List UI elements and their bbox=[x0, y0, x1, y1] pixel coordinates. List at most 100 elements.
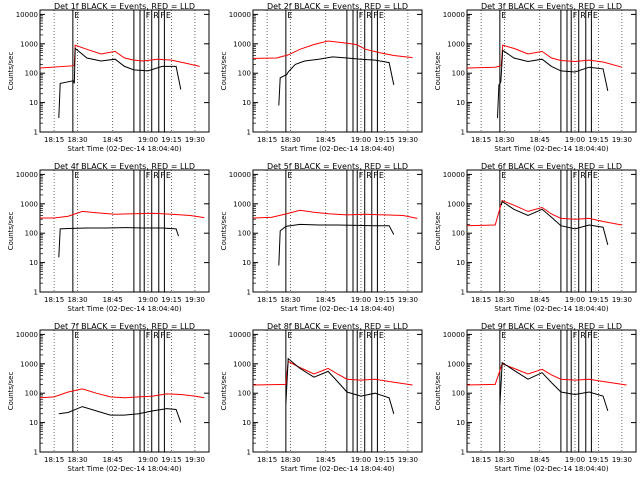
x-tick-label: 18:15 bbox=[471, 456, 491, 464]
flag-letter: R bbox=[153, 11, 159, 20]
x-axis-label: Start Time (02-Dec-14 18:04:40) bbox=[494, 465, 608, 473]
x-axis-label: Start Time (02-Dec-14 18:04:40) bbox=[494, 305, 608, 313]
y-axis-label: Counts/sec bbox=[7, 372, 15, 411]
x-tick-label: 19:15 bbox=[588, 456, 608, 464]
x-tick-label: 18:30 bbox=[494, 296, 514, 304]
series-lld bbox=[252, 40, 413, 59]
flag-letter: F bbox=[160, 331, 165, 340]
panel-det-5f: Det 5f BLACK = Events, RED = LLD 1 10 100 10… bbox=[220, 162, 423, 313]
y-tick-label: 100 bbox=[238, 230, 251, 238]
x-tick-label: 18:15 bbox=[257, 296, 277, 304]
y-axis-label: Counts/sec bbox=[220, 52, 228, 91]
x-tick-label: 19:15 bbox=[374, 136, 394, 144]
plot-frame bbox=[39, 169, 210, 293]
flag-letter: E bbox=[287, 11, 292, 20]
series-events bbox=[58, 227, 179, 258]
y-tick-label: 10000 bbox=[16, 331, 38, 339]
x-tick-label: 18:15 bbox=[44, 456, 64, 464]
flag-letter: R bbox=[366, 171, 372, 180]
x-tick-label: 19:00 bbox=[351, 456, 371, 464]
y-tick-label: 10 bbox=[242, 419, 251, 427]
y-tick-label: 1 bbox=[461, 289, 465, 297]
flag-letter: F bbox=[146, 171, 151, 180]
x-tick-label: 18:15 bbox=[44, 136, 64, 144]
y-tick-label: 1 bbox=[247, 449, 251, 457]
panel-det-4f: Det 4f BLACK = Events, RED = LLD 1 10 100 10… bbox=[7, 162, 210, 313]
flag-letter: E bbox=[501, 171, 506, 180]
y-tick-label: 100 bbox=[25, 390, 38, 398]
y-axis-label: Counts/sec bbox=[220, 372, 228, 411]
x-tick-label: 18:30 bbox=[280, 456, 300, 464]
x-tick-label: 18:30 bbox=[67, 136, 87, 144]
series-lld bbox=[39, 44, 200, 69]
plot-frame bbox=[252, 169, 423, 293]
x-axis-label: Start Time (02-Dec-14 18:04:40) bbox=[280, 145, 394, 153]
flag-letter: E bbox=[379, 11, 384, 20]
y-tick-label: 1000 bbox=[447, 40, 465, 48]
y-tick-label: 100 bbox=[238, 70, 251, 78]
x-axis-label: Start Time (02-Dec-14 18:04:40) bbox=[280, 305, 394, 313]
x-tick-label: 19:30 bbox=[398, 296, 418, 304]
x-tick-label: 19:30 bbox=[185, 296, 205, 304]
plot-frame bbox=[466, 169, 637, 293]
x-tick-label: 18:15 bbox=[44, 296, 64, 304]
y-tick-label: 10 bbox=[456, 259, 465, 267]
x-tick-label: 18:45 bbox=[316, 136, 336, 144]
panel-title: Det 7f BLACK = Events, RED = LLD bbox=[54, 322, 195, 331]
flag-letter: E bbox=[501, 11, 506, 20]
x-axis-label: Start Time (02-Dec-14 18:04:40) bbox=[67, 145, 181, 153]
flag-letter: E bbox=[166, 11, 171, 20]
y-tick-label: 10000 bbox=[16, 171, 38, 179]
y-tick-label: 1 bbox=[34, 289, 38, 297]
x-tick-label: 18:45 bbox=[316, 456, 336, 464]
flag-letter: E bbox=[287, 171, 292, 180]
y-tick-label: 10 bbox=[456, 99, 465, 107]
x-tick-label: 19:00 bbox=[565, 136, 585, 144]
x-tick-label: 19:15 bbox=[374, 296, 394, 304]
flag-letter: R bbox=[580, 171, 586, 180]
panel-title: Det 2f BLACK = Events, RED = LLD bbox=[267, 2, 408, 11]
flag-letter: E bbox=[379, 331, 384, 340]
flag-letter: F bbox=[373, 171, 378, 180]
y-tick-label: 10000 bbox=[16, 11, 38, 19]
series-events bbox=[499, 361, 609, 412]
plot-frame bbox=[466, 9, 637, 133]
plot-frame bbox=[39, 9, 210, 133]
flag-letter: R bbox=[366, 331, 372, 340]
y-tick-label: 10 bbox=[242, 99, 251, 107]
y-tick-label: 1000 bbox=[233, 360, 251, 368]
x-axis-label: Start Time (02-Dec-14 18:04:40) bbox=[67, 305, 181, 313]
flag-letter: R bbox=[580, 331, 586, 340]
y-axis-label: Counts/sec bbox=[434, 212, 442, 251]
x-tick-label: 18:15 bbox=[257, 136, 277, 144]
panel-det-9f: Det 9f BLACK = Events, RED = LLD 1 10 100 10… bbox=[434, 322, 637, 473]
series-events bbox=[278, 223, 395, 266]
y-axis-label: Counts/sec bbox=[7, 212, 15, 251]
y-axis-label: Counts/sec bbox=[220, 212, 228, 251]
flag-letter: F bbox=[573, 11, 578, 20]
plot-frame bbox=[252, 329, 423, 453]
flag-letter: E bbox=[74, 11, 79, 20]
panel-title: Det 9f BLACK = Events, RED = LLD bbox=[481, 322, 622, 331]
flag-letter: F bbox=[160, 171, 165, 180]
x-tick-label: 19:00 bbox=[565, 296, 585, 304]
panel-title: Det 3f BLACK = Events, RED = LLD bbox=[481, 2, 622, 11]
plot-frame bbox=[252, 9, 423, 133]
panel-det-7f: Det 7f BLACK = Events, RED = LLD 1 10 100 10… bbox=[7, 322, 210, 473]
flag-letter: F bbox=[146, 331, 151, 340]
flag-letter: E bbox=[287, 331, 292, 340]
x-tick-label: 19:15 bbox=[161, 456, 181, 464]
y-tick-label: 100 bbox=[452, 230, 465, 238]
y-tick-label: 1000 bbox=[20, 200, 38, 208]
flag-letter: E bbox=[593, 11, 598, 20]
x-tick-label: 18:45 bbox=[103, 456, 123, 464]
flag-letter: R bbox=[153, 171, 159, 180]
series-events bbox=[500, 200, 609, 246]
plot-frame bbox=[39, 329, 210, 453]
y-tick-label: 1000 bbox=[447, 360, 465, 368]
y-tick-label: 10 bbox=[456, 419, 465, 427]
x-tick-label: 19:30 bbox=[185, 136, 205, 144]
x-tick-label: 18:30 bbox=[494, 136, 514, 144]
x-tick-label: 18:30 bbox=[280, 296, 300, 304]
flag-letter: F bbox=[573, 331, 578, 340]
